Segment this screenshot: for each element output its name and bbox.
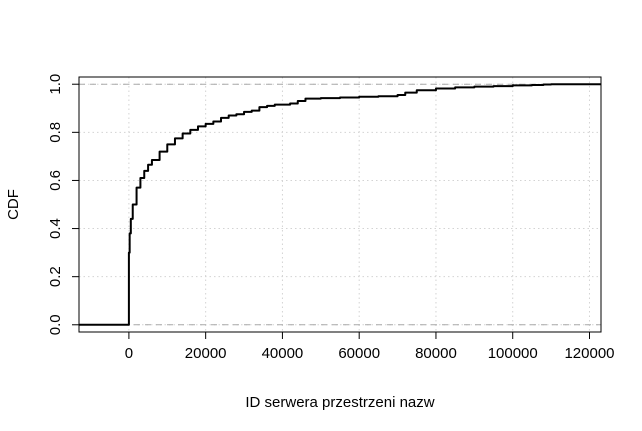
plot-frame xyxy=(78,76,602,333)
series-layer xyxy=(79,83,601,326)
x-axis-title: ID serwera przestrzeni nazw xyxy=(245,394,434,411)
x-axis: 0 20000 40000 60000 80000 100000 120000 xyxy=(125,332,615,362)
y-tick-label: 0.8 xyxy=(47,122,64,143)
x-tick-label: 120000 xyxy=(564,345,614,362)
y-tick-label: 0.4 xyxy=(47,218,64,239)
x-tick-label: 100000 xyxy=(488,345,538,362)
x-tick-label: 60000 xyxy=(338,345,380,362)
x-tick-label: 0 xyxy=(125,345,133,362)
y-tick-label: 1.0 xyxy=(47,74,64,95)
grid-lines xyxy=(79,77,601,332)
y-tick-label: 0.2 xyxy=(47,266,64,287)
y-axis: 0.0 0.2 0.4 0.6 0.8 1.0 xyxy=(47,74,79,335)
cdf-series-line xyxy=(79,83,601,326)
x-tick-label: 80000 xyxy=(415,345,457,362)
reference-lines xyxy=(79,83,601,326)
x-tick-label: 40000 xyxy=(262,345,304,362)
y-tick-label: 0.0 xyxy=(47,314,64,335)
x-tick-label: 20000 xyxy=(185,345,227,362)
y-tick-label: 0.6 xyxy=(47,170,64,191)
y-axis-title: CDF xyxy=(5,189,22,220)
